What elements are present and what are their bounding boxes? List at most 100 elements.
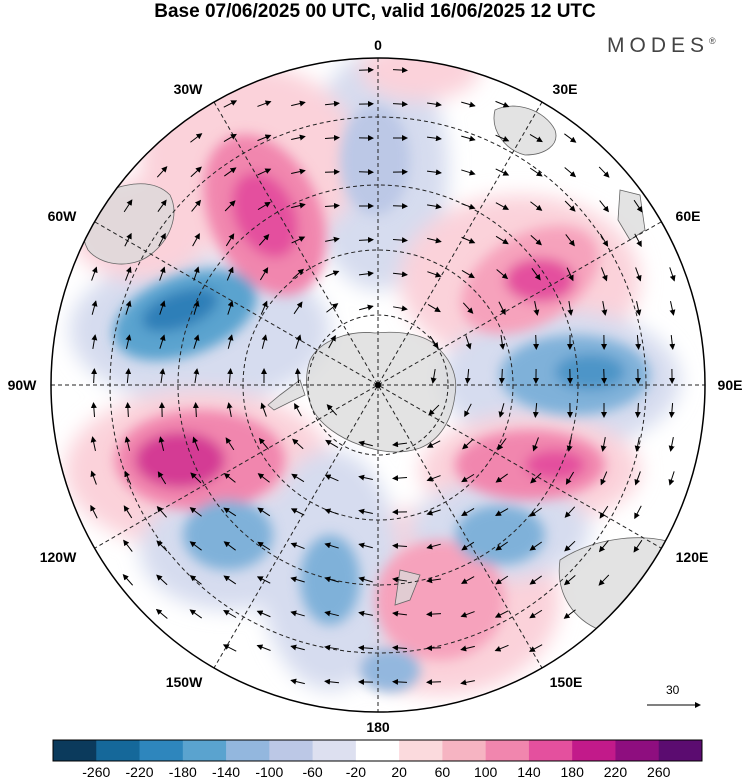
wind-arrow: [125, 300, 132, 315]
colorbar-tick-label: -260: [82, 764, 111, 780]
wind-arrow: [325, 236, 340, 243]
wind-arrow: [295, 334, 302, 349]
wind-arrow: [565, 234, 575, 247]
wind-arrow: [601, 301, 608, 316]
wind-arrow: [291, 100, 306, 107]
wind-arrow: [564, 133, 577, 143]
wind-arrow: [429, 335, 439, 349]
wind-arrow: [564, 167, 577, 178]
wind-arrow: [124, 436, 131, 451]
wind-arrow: [227, 300, 234, 315]
lon-label-120e: 120E: [675, 549, 709, 565]
wind-arrow: [598, 166, 610, 178]
wind-arrow: [498, 368, 505, 384]
wind-arrow: [193, 334, 200, 349]
colorbar-swatch: [528, 740, 573, 761]
wind-arrow: [326, 303, 339, 313]
wind-arrow: [359, 304, 374, 311]
wind-arrow: [157, 199, 167, 212]
wind-arrow: [223, 100, 238, 108]
wind-arrow: [598, 540, 609, 553]
wind-arrow: [324, 134, 340, 141]
wind-arrow: [635, 334, 642, 350]
wind-arrow: [257, 473, 270, 483]
wind-arrow: [529, 167, 543, 177]
wind-arrow: [326, 404, 338, 416]
wind-arrow: [461, 270, 475, 279]
wind-arrow: [634, 402, 641, 418]
lon-label-150w: 150W: [165, 674, 203, 690]
colorbar-tick-label: 140: [517, 764, 541, 780]
lon-label-60e: 60E: [675, 208, 701, 224]
map-boundary: [50, 57, 706, 713]
wind-arrow: [426, 679, 442, 686]
wind-arrow: [566, 437, 573, 452]
wind-arrow: [600, 437, 607, 452]
colorbar-swatch: [615, 740, 660, 761]
wind-arrow: [123, 505, 133, 519]
wind-arrow: [292, 438, 304, 450]
wind-arrow: [533, 334, 540, 350]
wind-arrow: [426, 135, 442, 142]
colorbar-tick-label: -220: [125, 764, 154, 780]
wind-arrow: [358, 270, 374, 277]
wind-arrow: [358, 576, 373, 583]
wind-arrow: [460, 679, 475, 686]
wind-arrow: [290, 508, 305, 516]
wind-arrow: [124, 232, 132, 247]
map-title: Base 07/06/2025 00 UTC, valid 16/06/2025…: [154, 1, 596, 22]
wind-arrow: [426, 475, 441, 482]
wind-arrow: [460, 645, 475, 652]
wind-arrow: [600, 471, 608, 486]
wind-arrow: [634, 505, 642, 520]
wind-arrow: [461, 101, 476, 108]
wind-arrow: [392, 475, 408, 482]
wind-arrow: [392, 678, 408, 685]
wind-arrow: [427, 271, 442, 278]
wind-arrow: [224, 167, 237, 177]
wind-arrow: [91, 368, 98, 384]
wind-arrow: [495, 202, 510, 210]
wind-arrow: [393, 305, 408, 312]
wind-arrow: [461, 236, 476, 244]
wind-arrow: [495, 100, 510, 108]
wind-arrow: [189, 609, 203, 619]
reference-vector-value: 30: [666, 683, 680, 697]
map-disc: [51, 58, 705, 712]
wind-arrow: [292, 268, 305, 279]
wind-arrow: [192, 402, 199, 418]
wind-arrow: [125, 334, 132, 349]
wind-arrow: [427, 101, 442, 108]
colorbar-tick-label: 100: [473, 764, 498, 780]
wind-arrow: [227, 334, 234, 349]
wind-arrow: [156, 540, 168, 552]
wind-arrow: [358, 236, 374, 243]
wind-arrow: [328, 334, 336, 349]
wind-arrow: [358, 474, 373, 481]
wind-arrow: [159, 368, 166, 383]
wind-arrow: [460, 611, 475, 618]
colorbar-swatch: [182, 740, 227, 761]
wind-arrow: [498, 301, 506, 316]
colorbar-swatch: [399, 740, 443, 761]
wind-arrow: [256, 610, 271, 618]
wind-arrow: [461, 541, 475, 551]
wind-arrow: [91, 300, 98, 315]
wind-arrow: [123, 199, 133, 213]
wind-arrow: [294, 403, 302, 417]
colorbar-tick-label: 60: [434, 764, 451, 780]
wind-arrow: [260, 402, 267, 417]
wind-arrow: [224, 200, 236, 212]
wind-arrow: [90, 436, 97, 451]
wind-arrow: [495, 134, 510, 142]
wind-arrow: [226, 266, 234, 281]
wind-arrow: [257, 507, 271, 517]
wind-arrow: [567, 301, 574, 316]
wind-arrow: [225, 437, 235, 451]
wind-arrow: [125, 368, 132, 384]
wind-arrow: [461, 473, 475, 483]
wind-arrow: [426, 440, 441, 448]
wind-arrow: [495, 575, 509, 585]
antarctic-peninsula-land: [267, 379, 306, 411]
colorbar-tick-label: -20: [345, 764, 366, 780]
